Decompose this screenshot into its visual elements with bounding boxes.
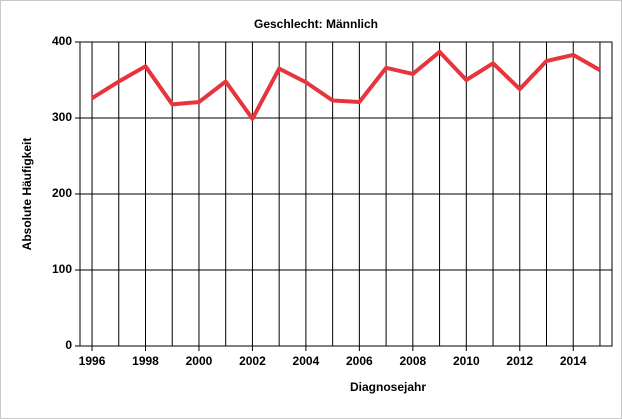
x-tick-label: 2012: [506, 354, 533, 368]
chart-title: Geschlecht: Männlich: [254, 17, 378, 31]
y-tick-label: 0: [65, 338, 72, 352]
y-tick-label: 200: [52, 186, 72, 200]
x-tick-label: 2010: [453, 354, 480, 368]
x-tick-label: 1996: [79, 354, 106, 368]
x-tick-label: 2008: [399, 354, 426, 368]
x-tick-label: 2000: [186, 354, 213, 368]
x-tick-label: 2004: [293, 354, 320, 368]
y-tick-label: 300: [52, 110, 72, 124]
data-line: [90, 49, 601, 121]
x-axis-label: Diagnosejahr: [350, 380, 426, 394]
x-tick-label: 2002: [239, 354, 266, 368]
x-tick-label: 1998: [132, 354, 159, 368]
y-axis-label: Absolute Häufigkeit: [20, 138, 34, 251]
y-tick-label: 100: [52, 262, 72, 276]
x-tick-label: 2014: [560, 354, 587, 368]
y-tick-label: 400: [52, 34, 72, 48]
x-tick-label: 2006: [346, 354, 373, 368]
